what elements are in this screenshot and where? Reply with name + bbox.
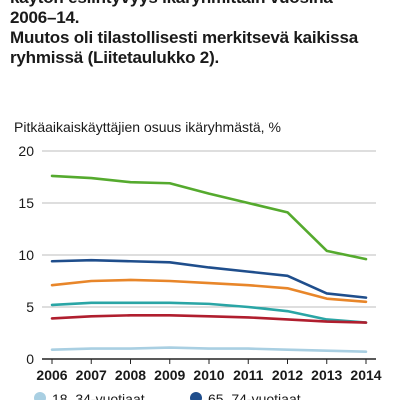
- y-tick-label: 15: [18, 195, 34, 211]
- x-tick-label: 2010: [193, 367, 224, 383]
- series-line: [50, 278, 368, 304]
- x-tick-label: 2007: [76, 367, 107, 383]
- x-tick-label: 2009: [154, 367, 185, 383]
- y-tick-label: 5: [26, 299, 34, 315]
- y-tick-label: 0: [26, 351, 34, 367]
- series-line: [50, 174, 368, 261]
- x-tick-label: 2008: [115, 367, 146, 383]
- legend-label: 65–74-vuotiaat: [208, 391, 301, 400]
- legend-marker: [190, 392, 202, 400]
- series-line: [50, 258, 368, 299]
- series-line: [50, 346, 368, 354]
- x-tick-label: 2006: [36, 367, 67, 383]
- y-tick-label: 20: [18, 143, 34, 159]
- y-tick-label: 10: [18, 247, 34, 263]
- x-tick-label: 2012: [272, 367, 303, 383]
- title-line: 2006–14.: [10, 8, 80, 27]
- legend-marker: [34, 392, 46, 400]
- title-line: käytön esiintyvyys ikäryhmittäin vuosina: [10, 0, 395, 8]
- title-line: ryhmissä (Liitetaulukko 2).: [10, 48, 220, 67]
- legend-label: 18–34-vuotiaat: [52, 391, 145, 400]
- x-tick-label: 2011: [233, 367, 264, 383]
- series-line: [50, 301, 368, 324]
- chart-title: käytön esiintyvyys ikäryhmittäin vuosina…: [10, 0, 395, 68]
- x-tick-label: 2014: [350, 367, 381, 383]
- series-line: [50, 314, 368, 324]
- chart-subtitle: Pitkäaikaiskäyttäjien osuus ikäryhmästä,…: [14, 119, 281, 135]
- title-line: Muutos oli tilastollisesti merkitsevä ka…: [10, 28, 358, 47]
- x-tick-label: 2013: [311, 367, 342, 383]
